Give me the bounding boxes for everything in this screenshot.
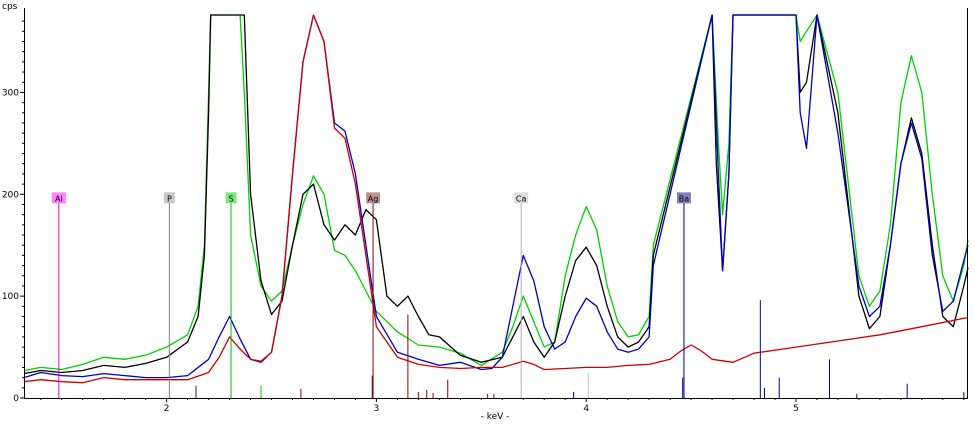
y-tick-label-200: 200: [2, 190, 19, 200]
y-tick-label-0: 0: [13, 394, 19, 404]
element-marker-label-ca: Ca: [516, 194, 527, 203]
element-marker-box-ag: [366, 192, 381, 204]
element-marker-label-ba: Ba: [679, 194, 689, 203]
spectrum-series-1: [23, 14, 969, 375]
y-axis-unit: cps: [2, 2, 18, 12]
series-layer: [23, 14, 969, 384]
x-tick-label-5: 5: [793, 404, 799, 414]
element-marker-label-ag: Ag: [368, 194, 379, 203]
element-marker-box-s: [225, 192, 237, 204]
y-tick-label-100: 100: [2, 292, 19, 302]
x-axis-title: - keV -: [481, 412, 510, 422]
element-marker-box-ca: [514, 192, 529, 204]
x-tick-label-2: 2: [164, 404, 170, 414]
emission-line-ticks: [195, 300, 965, 398]
element-markers: Al P S Ag Ca Ba: [51, 192, 691, 398]
y-tick-label-300: 300: [2, 88, 19, 98]
element-marker-label-al: Al: [55, 194, 63, 203]
element-marker-label-s: S: [229, 194, 234, 203]
element-marker-box-p: [163, 192, 175, 204]
element-marker-label-p: P: [167, 194, 172, 203]
element-marker-box-al: [51, 192, 66, 204]
axes: 0 100 200 300 2 3 4 5: [2, 8, 968, 414]
x-tick-label-4: 4: [583, 404, 589, 414]
x-tick-label-3: 3: [374, 404, 380, 414]
spectrum-series-2: [23, 14, 969, 379]
spectrum-series-3: [23, 14, 969, 384]
element-marker-box-ba: [676, 192, 691, 204]
